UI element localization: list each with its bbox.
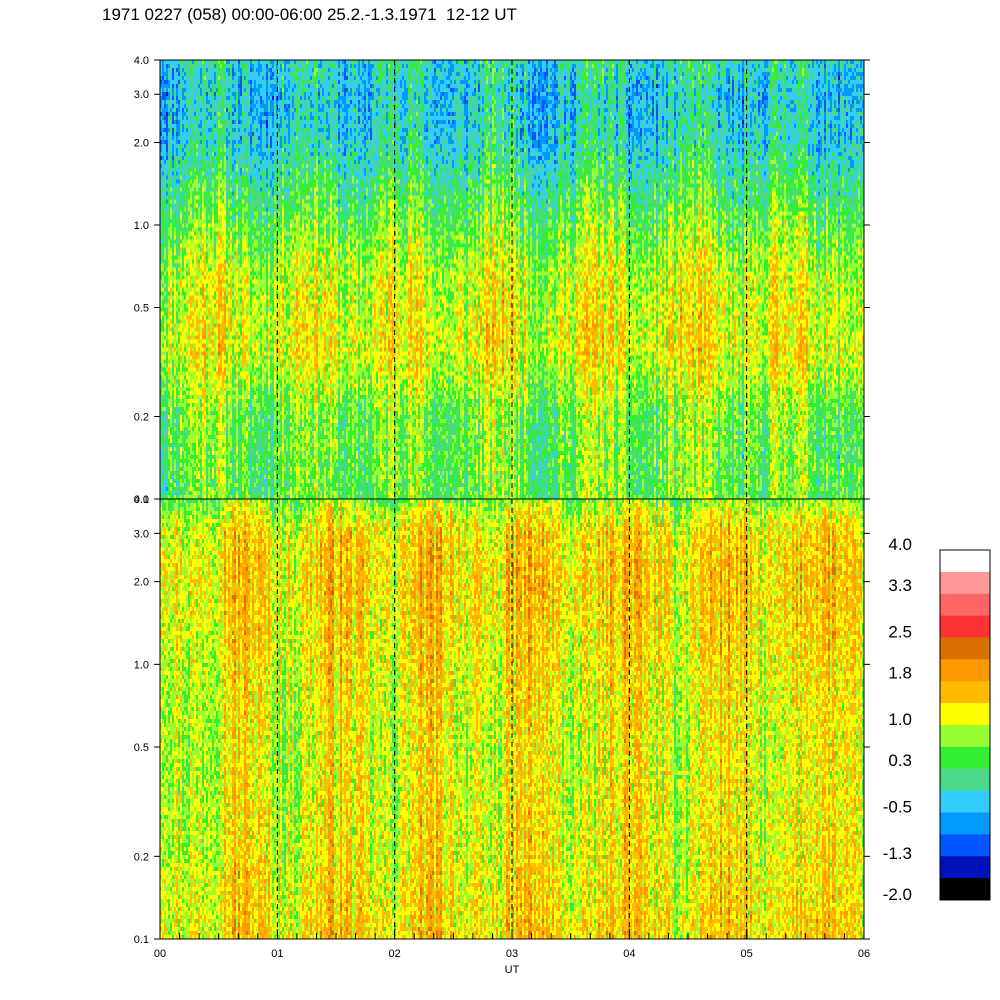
colorbar: 4.0 3.3 2.5 1.8 1.0 0.3 -0.5 -1.3 -2.0: [883, 535, 991, 904]
colorbar-bin: [940, 550, 990, 573]
colorbar-bin: [940, 571, 990, 595]
chart-title: 1971 0227 (058) 00:00-06:00 25.2.-1.3.19…: [102, 5, 517, 24]
colorbar-bin: [940, 703, 990, 726]
colorbar-bin: [940, 878, 990, 901]
y-tick-label: 2.0: [134, 577, 149, 589]
x-tick-label: 05: [741, 948, 753, 960]
colorbar-bin: [940, 746, 990, 770]
y-tick-label: 3.0: [134, 528, 149, 540]
x-tick-label: 04: [623, 948, 635, 960]
y-tick-label: 0.5: [134, 742, 149, 754]
y-tick-label: 4.0: [134, 494, 149, 506]
colorbar-label: 0.3: [888, 751, 912, 770]
y-tick-label: 0.1: [134, 494, 149, 506]
x-tick-label: 00: [154, 948, 166, 960]
x-axis: 00 01 02 03 04 05 06 UT: [154, 929, 870, 976]
y-tick-label: 4.0: [134, 55, 149, 67]
y-tick-label: 3.0: [134, 89, 149, 101]
x-tick-label: 01: [271, 948, 283, 960]
colorbar-label: -1.3: [883, 844, 912, 863]
x-tick-label: 02: [389, 948, 401, 960]
x-axis-label: UT: [505, 964, 520, 976]
colorbar-bin: [940, 790, 990, 813]
colorbar-label: -0.5: [883, 798, 912, 817]
colorbar-label: 1.8: [888, 663, 912, 682]
x-tick-label: 06: [858, 948, 870, 960]
colorbar-bin: [940, 856, 990, 879]
y-tick-label: 0.2: [134, 851, 149, 863]
y-tick-label: 2.0: [134, 137, 149, 149]
colorbar-bin: [940, 725, 990, 748]
colorbar-bin: [940, 812, 990, 835]
colorbar-bin: [940, 593, 990, 617]
colorbar-bin: [940, 615, 990, 638]
colorbar-label: 2.5: [888, 623, 912, 642]
colorbar-bin: [940, 637, 990, 660]
lower-spectrogram-panel: 0.1 0.2 0.5 1.0 2.0 3.0 4.0: [134, 494, 870, 946]
colorbar-bin: [940, 834, 990, 857]
y-tick-label: 1.0: [134, 659, 149, 671]
y-tick-label: 0.5: [134, 302, 149, 314]
y-tick-label: 0.1: [134, 934, 149, 946]
x-tick-label: 03: [506, 948, 518, 960]
colorbar-bin: [940, 768, 990, 792]
colorbar-label: 4.0: [888, 535, 912, 554]
y-tick-label: 1.0: [134, 220, 149, 232]
colorbar-label: -2.0: [883, 885, 912, 904]
colorbar-frame: [939, 549, 991, 901]
colorbar-label: 1.0: [888, 710, 912, 729]
y-tick-label: 0.2: [134, 412, 149, 424]
colorbar-label: 3.3: [888, 576, 912, 595]
upper-spectrogram-panel: 0.1 0.2 0.5 1.0 2.0 3.0 4.0: [134, 55, 870, 506]
colorbar-bin: [940, 659, 990, 682]
colorbar-bin: [940, 681, 990, 704]
